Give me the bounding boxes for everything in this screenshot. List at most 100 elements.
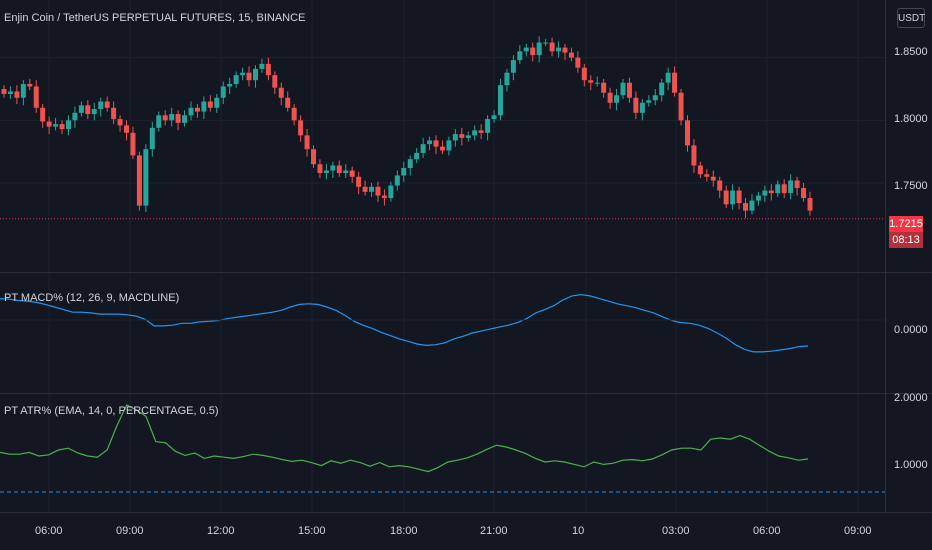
candle	[794, 180, 800, 189]
candle	[697, 165, 703, 175]
candle	[801, 188, 807, 199]
candle	[220, 86, 226, 98]
candle	[807, 198, 813, 211]
time-tick: 12:00	[207, 525, 235, 537]
candle	[124, 125, 130, 133]
candle	[317, 164, 323, 173]
candle	[775, 184, 781, 194]
candle	[381, 195, 387, 199]
candle	[91, 109, 97, 115]
candle	[575, 57, 581, 68]
candle	[252, 68, 258, 81]
candle	[439, 146, 445, 151]
candle	[414, 152, 420, 160]
candle	[427, 140, 433, 145]
candle	[78, 105, 84, 113]
candle	[420, 144, 426, 153]
candle	[98, 101, 104, 110]
candle	[169, 114, 175, 121]
candle	[233, 75, 239, 84]
candle	[285, 97, 291, 108]
candle	[33, 86, 39, 108]
candle	[491, 115, 497, 120]
candle	[672, 72, 678, 93]
candle	[510, 60, 516, 73]
candle	[143, 149, 149, 206]
candle	[788, 180, 794, 194]
macd-indicator-title[interactable]: PT MACD% (12, 26, 9, MACDLINE)	[4, 292, 180, 304]
candle	[227, 83, 233, 87]
candle	[543, 42, 549, 44]
candle	[162, 115, 168, 121]
candle	[104, 101, 110, 108]
candle	[485, 119, 491, 133]
candle	[710, 176, 716, 181]
candle	[723, 190, 729, 205]
candle	[736, 190, 742, 204]
atr-tick: 2.0000	[894, 392, 928, 404]
time-tick: 09:00	[116, 525, 144, 537]
candle	[343, 170, 349, 173]
candle	[349, 170, 355, 177]
candle	[388, 185, 394, 199]
symbol-title: Enjin Coin / TetherUS PERPETUAL FUTURES,…	[4, 12, 306, 24]
currency-button[interactable]: USDT	[897, 8, 925, 28]
candle	[246, 72, 252, 81]
candle	[188, 107, 194, 116]
candle	[781, 184, 787, 194]
time-tick: 10	[572, 525, 585, 537]
candle	[214, 97, 220, 108]
candle	[72, 112, 78, 121]
candle	[607, 92, 613, 103]
time-tick: 03:00	[662, 525, 690, 537]
candle	[240, 72, 246, 76]
price-tick: 1.7500	[894, 180, 928, 192]
candle	[523, 47, 529, 52]
candle	[40, 107, 46, 122]
atr-indicator-title[interactable]: PT ATR% (EMA, 14, 0, PERCENTAGE, 0.5)	[4, 405, 219, 417]
candle	[259, 63, 265, 69]
candle	[194, 107, 200, 112]
candle	[633, 97, 639, 113]
candle	[691, 145, 697, 166]
time-tick: 06:00	[753, 525, 781, 537]
candle	[497, 85, 503, 116]
candle	[272, 75, 278, 88]
candle	[175, 114, 181, 123]
bar-countdown: 08:13	[889, 232, 923, 248]
candle	[446, 140, 452, 151]
candle	[369, 186, 375, 192]
candle	[704, 174, 710, 177]
candle	[65, 120, 71, 130]
candle	[581, 67, 587, 81]
candle	[762, 190, 768, 196]
candle	[684, 120, 690, 146]
candle	[749, 200, 755, 211]
candle	[1, 88, 7, 94]
candle	[304, 135, 310, 150]
candle	[20, 83, 26, 98]
candle	[375, 186, 381, 196]
candle	[568, 52, 574, 58]
candle	[59, 124, 65, 130]
candle	[433, 140, 439, 147]
time-tick: 15:00	[298, 525, 326, 537]
time-tick: 18:00	[390, 525, 418, 537]
candle	[459, 134, 465, 138]
candle	[46, 121, 52, 127]
candle	[323, 170, 329, 173]
candle	[504, 72, 510, 86]
candle	[330, 165, 336, 171]
candle	[549, 42, 555, 52]
candle	[149, 127, 155, 150]
candle	[336, 165, 342, 173]
candle	[136, 155, 142, 206]
candle	[111, 107, 117, 120]
candle	[639, 102, 645, 113]
candle	[659, 82, 665, 96]
candle	[130, 132, 136, 156]
candle	[768, 190, 774, 194]
candle	[730, 190, 736, 205]
candle	[601, 82, 607, 93]
